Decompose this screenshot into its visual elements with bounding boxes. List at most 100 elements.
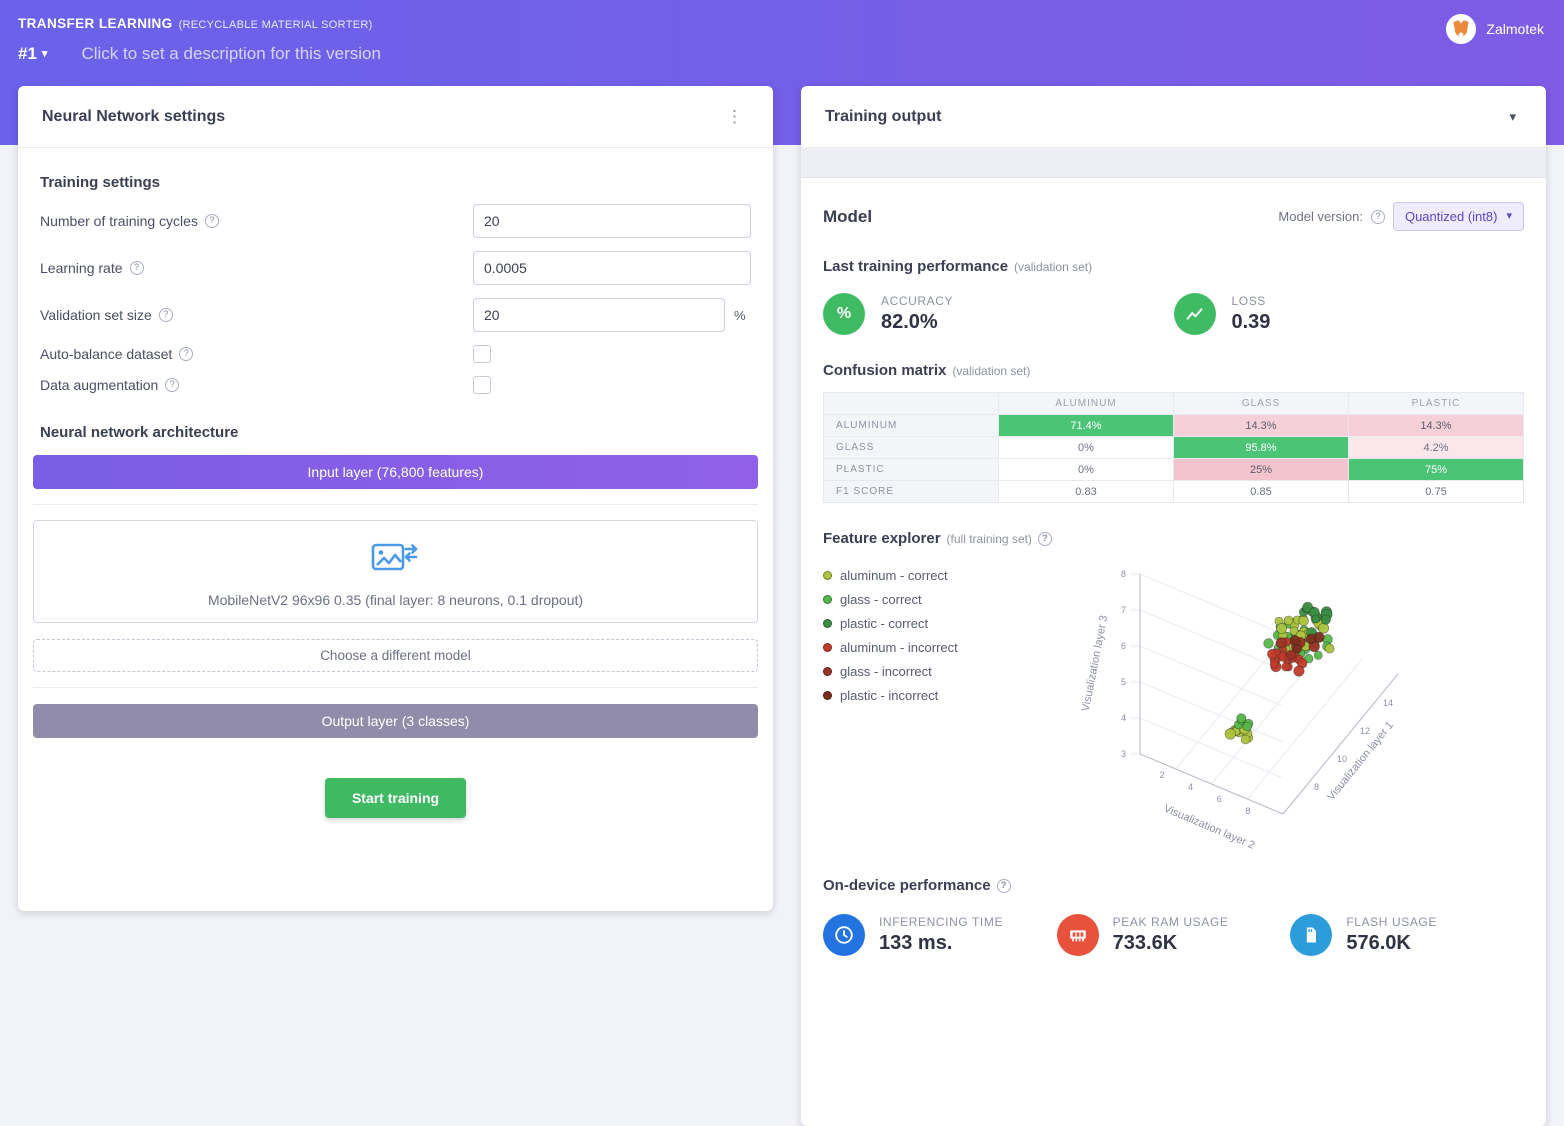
confusion-col-header: ALUMINUM: [998, 392, 1174, 415]
output-layer-block[interactable]: Output layer (3 classes): [33, 704, 758, 738]
legend-dot-icon: [823, 571, 832, 580]
legend-item[interactable]: plastic - correct: [823, 616, 1041, 631]
feature-explorer-subtitle: (full training set): [946, 531, 1032, 546]
model-name: MobileNetV2 96x96 0.35 (final layer: 8 n…: [207, 592, 584, 608]
data-augmentation-label: Data augmentation: [40, 377, 159, 393]
percent-suffix: %: [734, 307, 746, 323]
help-icon[interactable]: [996, 878, 1011, 893]
accuracy-value: 82.0%: [881, 311, 938, 333]
confusion-matrix-subtitle: (validation set): [952, 363, 1031, 378]
loss-value: 0.39: [1231, 311, 1271, 333]
auto-balance-checkbox[interactable]: [473, 345, 491, 363]
legend-dot-icon: [823, 691, 832, 700]
x-axis-label: Visualization layer 2: [1161, 803, 1256, 850]
learning-rate-input[interactable]: [473, 251, 751, 285]
validation-size-row: Validation set size %: [40, 298, 751, 332]
nn-settings-title: Neural Network settings: [42, 107, 226, 125]
legend-item[interactable]: aluminum - incorrect: [823, 640, 1041, 655]
svg-text:12: 12: [1360, 726, 1370, 736]
svg-text:6: 6: [1216, 794, 1221, 804]
inferencing-time-value: 133 ms.: [879, 932, 953, 954]
confusion-cell: 0.85: [1173, 480, 1349, 503]
svg-text:5: 5: [1120, 677, 1125, 687]
input-layer-block[interactable]: Input layer (76,800 features): [33, 455, 758, 489]
legend-dot-icon: [823, 595, 832, 604]
legend-item[interactable]: plastic - incorrect: [823, 688, 1041, 703]
flash-usage-value: 576.0K: [1346, 932, 1411, 954]
svg-text:7: 7: [1120, 605, 1125, 615]
divider: [33, 687, 758, 688]
choose-model-button[interactable]: Choose a different model: [33, 639, 758, 672]
version-description-field[interactable]: Click to set a description for this vers…: [81, 44, 381, 63]
confusion-cell: 0%: [998, 436, 1174, 459]
plot-points: [1224, 601, 1335, 745]
confusion-cell: 25%: [1173, 458, 1349, 481]
clock-icon: [823, 914, 865, 956]
data-augmentation-row: Data augmentation: [40, 376, 751, 394]
svg-text:8: 8: [1314, 782, 1319, 792]
kebab-menu-icon[interactable]: ⋮: [726, 106, 743, 126]
version-dropdown[interactable]: #1 ▾: [18, 44, 47, 64]
help-icon[interactable]: [1370, 209, 1385, 224]
confusion-cell: 4.2%: [1348, 436, 1524, 459]
table-row: PLASTIC 0% 25% 75%: [823, 458, 1524, 481]
legend-item[interactable]: glass - correct: [823, 592, 1041, 607]
help-icon[interactable]: [165, 378, 180, 392]
table-row: F1 SCORE 0.83 0.85 0.75: [823, 480, 1524, 503]
confusion-matrix-heading: Confusion matrix: [823, 362, 947, 379]
confusion-cell: 14.3%: [1348, 414, 1524, 437]
plot-ticks: 8 7 6 5 4 3 2 4 6 8 8 10 12 14: [1120, 569, 1392, 816]
ram-icon: [1056, 914, 1099, 956]
user-menu[interactable]: Zalmotek: [1446, 14, 1544, 44]
collapse-icon[interactable]: ▾: [1509, 108, 1516, 124]
training-cycles-input[interactable]: [473, 204, 751, 238]
divider-strip: [801, 148, 1546, 178]
main-content: Neural Network settings ⋮ Training setti…: [18, 86, 1546, 1126]
help-icon[interactable]: [158, 308, 173, 322]
confusion-cell: 75%: [1348, 458, 1524, 481]
svg-text:3: 3: [1120, 749, 1125, 759]
model-block[interactable]: MobileNetV2 96x96 0.35 (final layer: 8 n…: [33, 520, 758, 623]
model-section-title: Model: [823, 206, 873, 226]
training-cycles-label: Number of training cycles: [40, 213, 198, 229]
peak-ram-label: PEAK RAM USAGE: [1112, 915, 1229, 929]
architecture-heading: Neural network architecture: [40, 424, 239, 441]
loss-label: LOSS: [1231, 294, 1266, 308]
svg-text:4: 4: [1120, 713, 1125, 723]
help-icon[interactable]: [129, 261, 144, 275]
help-icon[interactable]: [1037, 531, 1052, 546]
training-output-card: Training output ▾ Model Model version: Q…: [801, 86, 1546, 1126]
inferencing-time-label: INFERENCING TIME: [879, 915, 1004, 929]
confusion-cell: 14.3%: [1173, 414, 1349, 437]
svg-text:14: 14: [1383, 698, 1393, 708]
legend-dot-icon: [823, 667, 832, 676]
training-output-title: Training output: [825, 107, 942, 125]
svg-text:8: 8: [1245, 806, 1250, 816]
page-title: TRANSFER LEARNING: [18, 16, 173, 31]
nn-settings-card: Neural Network settings ⋮ Training setti…: [18, 86, 773, 911]
training-cycles-row: Number of training cycles: [40, 204, 751, 238]
data-augmentation-checkbox[interactable]: [473, 376, 491, 394]
help-icon[interactable]: [204, 214, 219, 228]
legend-item[interactable]: aluminum - correct: [823, 568, 1041, 583]
flash-usage-label: FLASH USAGE: [1346, 915, 1437, 929]
confusion-col-header: PLASTIC: [1348, 392, 1524, 415]
version-number: #1: [18, 44, 37, 63]
y-axis-label: Visualization layer 3: [1079, 614, 1109, 712]
auto-balance-label: Auto-balance dataset: [40, 346, 173, 362]
confusion-cell: 95.8%: [1173, 436, 1349, 459]
project-name: (RECYCLABLE MATERIAL SORTER): [178, 19, 373, 31]
model-version-dropdown[interactable]: Quantized (int8) ▾: [1392, 202, 1524, 231]
divider: [33, 504, 758, 505]
table-row: ALUMINUM 71.4% 14.3% 14.3%: [823, 414, 1524, 437]
training-settings-heading: Training settings: [40, 174, 161, 191]
validation-size-input[interactable]: [473, 298, 725, 332]
accuracy-label: ACCURACY: [881, 294, 954, 308]
learning-rate-row: Learning rate: [40, 251, 751, 285]
start-training-button[interactable]: Start training: [324, 778, 467, 818]
chevron-down-icon: ▾: [1506, 210, 1512, 222]
help-icon[interactable]: [179, 347, 194, 361]
validation-size-label: Validation set size: [40, 307, 152, 323]
legend-item[interactable]: glass - incorrect: [823, 664, 1041, 679]
